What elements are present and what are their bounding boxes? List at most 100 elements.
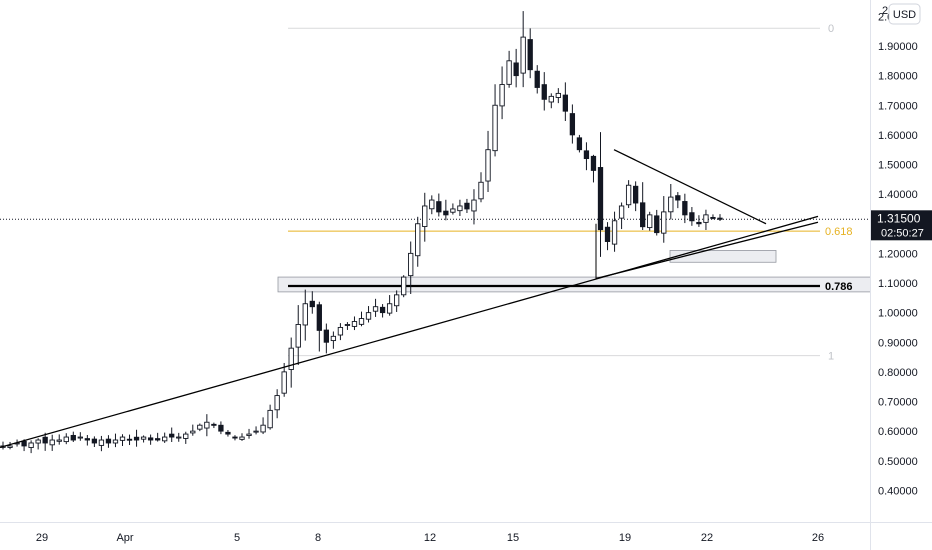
- candle-body: [281, 371, 287, 394]
- candle-body: [541, 84, 547, 100]
- candle-body: [675, 195, 681, 201]
- rising-trendline: [0, 215, 819, 449]
- candle-body: [450, 208, 456, 213]
- candle-body: [562, 94, 569, 112]
- candle-body: [337, 326, 344, 336]
- candle-body: [288, 347, 294, 370]
- candle-body: [604, 226, 611, 242]
- candle-body: [84, 438, 91, 441]
- candle-body: [232, 436, 238, 439]
- candle-body: [154, 438, 161, 441]
- candle-body: [7, 445, 13, 448]
- candle-body: [717, 217, 723, 220]
- fib-level-label: 1: [828, 351, 834, 363]
- candle-body: [534, 70, 540, 88]
- triangle-upper-line: [613, 149, 767, 225]
- candle-body: [689, 212, 695, 222]
- candle-body: [63, 436, 69, 443]
- fib-level-label: 0.618: [825, 226, 853, 238]
- candle-body: [351, 321, 358, 327]
- candle-body: [386, 303, 393, 314]
- candle-body: [105, 438, 112, 444]
- candle-body: [119, 436, 126, 441]
- candle-body: [98, 439, 105, 446]
- candle-body: [190, 430, 196, 434]
- candle-body: [267, 409, 273, 429]
- candle-body: [478, 181, 484, 200]
- candle-body: [464, 202, 470, 210]
- candle-body: [654, 215, 660, 234]
- candle-body: [35, 439, 41, 444]
- candle-body: [77, 436, 83, 439]
- candle-body: [70, 434, 76, 441]
- candle-body: [42, 436, 48, 444]
- candle-body: [379, 306, 386, 314]
- candle-body: [611, 220, 618, 245]
- candle-body: [647, 214, 653, 229]
- fib-level-label: 0.786: [825, 281, 853, 293]
- candle-body: [316, 304, 322, 331]
- candle-body: [365, 312, 372, 320]
- candle-body: [133, 436, 140, 441]
- candle-body: [147, 437, 154, 441]
- candle-body: [393, 294, 400, 307]
- candle-body: [583, 150, 590, 160]
- candle-body: [302, 303, 308, 326]
- candle-body: [49, 439, 55, 446]
- candle-body: [140, 436, 147, 440]
- candle-body: [183, 433, 189, 439]
- candle-body: [401, 276, 407, 296]
- candle-body: [126, 438, 133, 441]
- candle-body: [358, 318, 365, 325]
- candle-body: [162, 436, 168, 442]
- candle-body: [225, 431, 231, 435]
- candle-body: [239, 436, 245, 440]
- candle-body: [429, 199, 435, 210]
- candle-body: [471, 199, 477, 212]
- candle-body: [112, 439, 119, 444]
- candle-body: [28, 442, 34, 448]
- candle-body: [211, 423, 217, 426]
- candle-body: [415, 223, 421, 257]
- candle-body: [56, 439, 62, 442]
- candle-body: [330, 335, 337, 342]
- candle-body: [344, 324, 351, 326]
- candle-body: [696, 221, 702, 225]
- candle-body: [295, 324, 301, 348]
- candle-body: [576, 137, 583, 151]
- candle-body: [597, 167, 604, 231]
- candle-body: [513, 62, 519, 77]
- candle-body: [590, 155, 597, 171]
- candle-body: [569, 113, 576, 136]
- candle-body: [21, 440, 27, 447]
- candle-body: [527, 39, 533, 71]
- candle-body: [618, 205, 625, 219]
- small-box: [669, 250, 777, 263]
- candle-body: [204, 421, 210, 429]
- candle-body: [260, 424, 266, 433]
- candle-body: [436, 201, 442, 213]
- candle-body: [457, 205, 463, 212]
- candle-body: [520, 36, 526, 74]
- candle-body: [372, 306, 379, 312]
- candle-body: [218, 424, 224, 432]
- candle-body: [443, 210, 449, 216]
- candle-body: [640, 202, 646, 228]
- candle-body: [422, 205, 428, 227]
- candle-body: [246, 433, 252, 436]
- candle-body: [682, 201, 688, 216]
- candle-body: [703, 214, 709, 223]
- candle-body: [632, 185, 639, 204]
- candle-body: [91, 438, 98, 444]
- candle-body: [197, 424, 203, 430]
- candle-body: [274, 395, 280, 411]
- candle-body: [176, 436, 182, 439]
- candle-body: [499, 84, 505, 107]
- candle-body: [169, 433, 175, 438]
- candle-body: [506, 60, 512, 85]
- triangle-lower-line: [595, 221, 819, 280]
- candle-body: [548, 95, 554, 103]
- candle-body: [555, 92, 561, 98]
